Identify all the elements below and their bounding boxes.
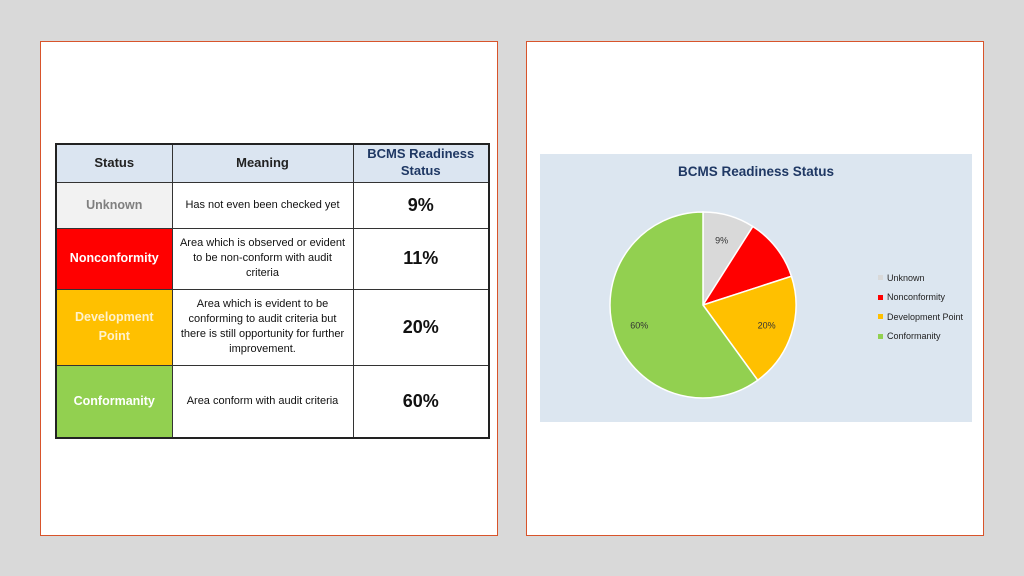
- chart-legend: Unknown Nonconformity Development Point …: [878, 268, 963, 346]
- header-status: Status: [55, 143, 173, 183]
- meaning-cell: Has not even been checked yet: [171, 181, 354, 229]
- pie-chart: 9% 20% 60%: [609, 211, 797, 399]
- chart-title: BCMS Readiness Status: [677, 164, 835, 179]
- data-label: 60%: [630, 321, 648, 331]
- header-meaning: Meaning: [171, 143, 354, 183]
- meaning-cell: Area which is observed or evident to be …: [171, 227, 354, 290]
- legend-swatch: [878, 294, 883, 300]
- status-cell: Nonconformity: [55, 227, 173, 290]
- legend-swatch: [878, 275, 883, 281]
- slice-conformanity: [609, 211, 759, 399]
- status-cell: Conformanity: [55, 364, 173, 439]
- data-label: 20%: [758, 321, 776, 331]
- status-cell: Unknown: [55, 181, 173, 229]
- legend-label: Unknown: [887, 272, 925, 283]
- header-readiness: BCMS Readiness Status: [352, 143, 490, 183]
- status-cell: Development Point: [55, 288, 173, 366]
- table-row-unknown: Unknown Has not even been checked yet 9%: [55, 181, 490, 229]
- table-row-conformanity: Conformanity Area conform with audit cri…: [55, 364, 490, 439]
- header-readiness-line1: BCMS Readiness: [367, 146, 475, 162]
- legend-swatch: [878, 333, 883, 339]
- chart-slide-panel: 9% 20% 60% BCMS Readiness Status Unknown N…: [526, 41, 984, 536]
- legend-label: Development Point: [887, 311, 964, 322]
- meaning-cell: Area conform with audit criteria: [171, 364, 354, 439]
- table-header-row: Status Meaning BCMS Readiness Status: [55, 143, 490, 183]
- table-row-development-point: Development Point Area which is evident …: [55, 288, 490, 366]
- legend-item-development-point: Development Point: [878, 307, 963, 327]
- table-slide-panel: Status Meaning BCMS Readiness Status Unk…: [40, 41, 498, 536]
- percent-cell: 20%: [352, 288, 490, 366]
- legend-label: Conformanity: [887, 331, 941, 342]
- percent-cell: 60%: [352, 364, 490, 439]
- slice-development-point: [701, 275, 797, 382]
- table-row-nonconformity: Nonconformity Area which is observed or …: [55, 227, 490, 290]
- percent-cell: 11%: [352, 227, 490, 290]
- status-table: Status Meaning BCMS Readiness Status Unk…: [55, 143, 490, 439]
- legend-item-nonconformity: Nonconformity: [878, 288, 963, 308]
- legend-label: Nonconformity: [887, 292, 946, 303]
- percent-cell: 9%: [352, 181, 490, 229]
- legend-item-conformanity: Conformanity: [878, 327, 963, 347]
- header-readiness-line2: Status: [400, 163, 441, 179]
- pie-chart-area: 9% 20% 60% BCMS Readiness Status Unknown N…: [540, 154, 972, 422]
- legend-swatch: [878, 314, 883, 320]
- data-label: 9%: [715, 236, 728, 246]
- meaning-cell: Area which is evident to be conforming t…: [171, 288, 354, 366]
- legend-item-unknown: Unknown: [878, 268, 963, 288]
